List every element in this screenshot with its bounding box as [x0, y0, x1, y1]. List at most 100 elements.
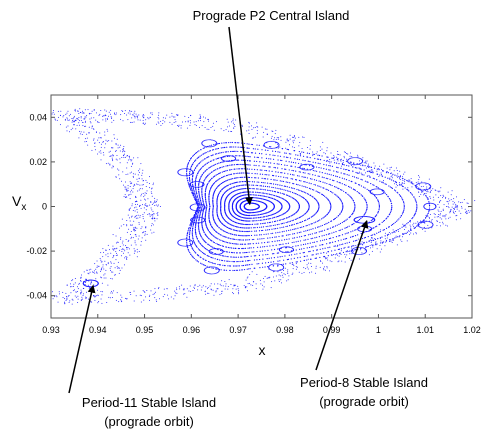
orbit-point [205, 225, 207, 227]
orbit-point [349, 257, 351, 259]
orbit-point [359, 192, 361, 195]
orbit-point [112, 292, 114, 294]
orbit-point [193, 160, 196, 162]
orbit-point [235, 288, 237, 290]
orbit-point [341, 234, 344, 236]
orbit-point [227, 256, 229, 258]
orbit-point [212, 228, 214, 230]
orbit-point [376, 173, 378, 175]
orbit-point [402, 177, 404, 180]
orbit-point [336, 153, 338, 155]
orbit-point [381, 236, 383, 238]
orbit-point [198, 184, 200, 186]
orbit-point [335, 254, 337, 256]
orbit-point [239, 243, 241, 245]
orbit-point [251, 137, 253, 139]
orbit-point [119, 269, 121, 271]
orbit-point [217, 157, 219, 160]
orbit-point [221, 280, 223, 282]
orbit-point [351, 247, 353, 249]
orbit-point [199, 179, 201, 181]
orbit-point [113, 137, 115, 139]
orbit-point [400, 214, 403, 217]
orbit-point [208, 191, 211, 193]
orbit-point [241, 265, 243, 267]
orbit-point [220, 228, 222, 230]
orbit-point [81, 133, 83, 135]
orbit-point [337, 244, 339, 246]
orbit-point [194, 217, 196, 219]
orbit-point [235, 256, 237, 258]
orbit-point [142, 123, 144, 125]
orbit-point [470, 210, 472, 212]
orbit-point [449, 211, 451, 213]
orbit-point [295, 200, 298, 202]
orbit-point [199, 207, 201, 209]
orbit-point [334, 225, 337, 227]
orbit-point [323, 163, 325, 166]
orbit-point [343, 151, 345, 153]
orbit-point [290, 165, 292, 167]
orbit-point [202, 285, 204, 287]
orbit-point [52, 291, 54, 293]
orbit-point [381, 242, 383, 244]
orbit-point [251, 143, 254, 146]
orbit-point [377, 187, 379, 189]
orbit-point [78, 124, 80, 126]
orbit-point [365, 201, 368, 203]
orbit-point [333, 179, 335, 182]
orbit-point [102, 264, 104, 266]
orbit-point [129, 220, 131, 222]
orbit-point [329, 233, 331, 235]
orbit-point [232, 265, 235, 267]
orbit-point [195, 178, 197, 180]
orbit-point [220, 211, 222, 213]
orbit-point [210, 288, 212, 290]
orbit-point [276, 215, 279, 218]
orbit-point [128, 194, 130, 196]
orbit-point [294, 253, 296, 255]
orbit-point [69, 300, 71, 302]
orbit-point [204, 178, 206, 180]
orbit-point [121, 110, 123, 112]
orbit-point [217, 218, 220, 220]
orbit-point [98, 151, 100, 153]
orbit-point [118, 272, 120, 274]
orbit-point [151, 218, 153, 220]
orbit-point [248, 217, 251, 219]
orbit-point [121, 242, 123, 244]
orbit-point [401, 182, 403, 184]
orbit-point [213, 294, 215, 296]
orbit-point [409, 219, 412, 222]
orbit-point [288, 195, 290, 197]
orbit-point [194, 213, 197, 215]
orbit-point [227, 288, 229, 290]
orbit-point [139, 119, 141, 121]
orbit-point [403, 229, 405, 230]
orbit-point [240, 176, 242, 178]
orbit-point [216, 210, 218, 212]
orbit-point [275, 195, 277, 197]
orbit-point [305, 225, 307, 227]
orbit-point [146, 205, 148, 207]
orbit-point [273, 213, 275, 215]
orbit-point [327, 178, 329, 180]
orbit-point [106, 117, 108, 119]
orbit-point [409, 224, 411, 226]
orbit-point [217, 225, 219, 228]
orbit-point [127, 159, 129, 161]
orbit-point [111, 278, 113, 280]
orbit-point [241, 184, 243, 186]
orbit-point [198, 231, 200, 233]
orbit-point [122, 148, 124, 150]
orbit-point [328, 270, 330, 272]
orbit-point [266, 245, 268, 247]
orbit-point [198, 191, 200, 193]
orbit-point [162, 123, 164, 125]
orbit-point [189, 180, 191, 182]
orbit-point [303, 181, 305, 183]
orbit-point [239, 252, 241, 254]
orbit-point [270, 190, 272, 192]
orbit-point [389, 211, 392, 214]
orbit-point [205, 117, 207, 119]
